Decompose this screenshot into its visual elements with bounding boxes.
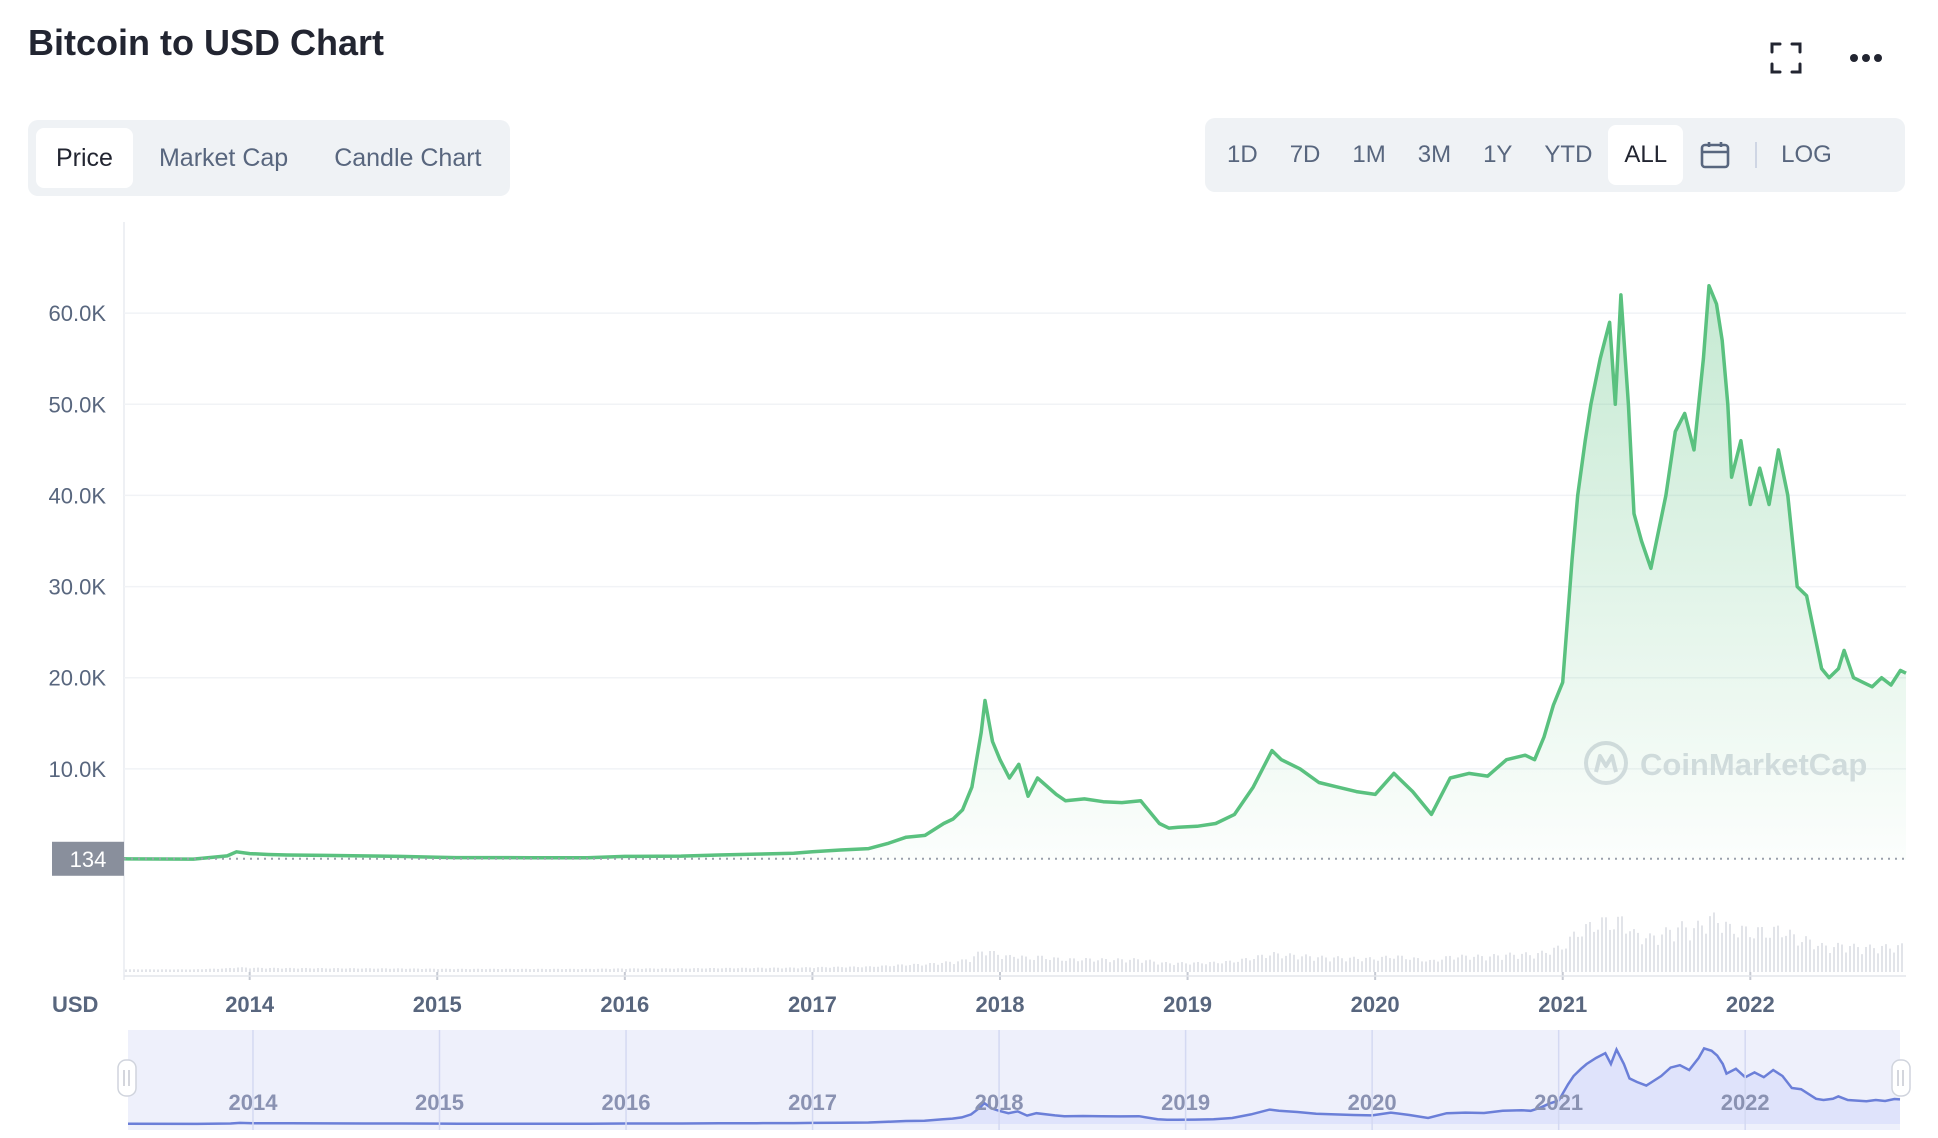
x-tick-label: 2017 [788, 992, 837, 1017]
time-range-selector: 1D 7D 1M 3M 1Y YTD ALL LOG [1205, 118, 1905, 192]
page-title: Bitcoin to USD Chart [28, 22, 384, 63]
range-1m[interactable]: 1M [1352, 141, 1386, 168]
more-options-icon[interactable] [1844, 36, 1888, 80]
log-scale-toggle[interactable]: LOG [1781, 141, 1832, 168]
y-tick-label: 30.0K [49, 575, 107, 600]
calendar-icon[interactable] [1683, 125, 1747, 185]
x-tick-label: 2014 [225, 992, 275, 1017]
tab-market-cap[interactable]: Market Cap [158, 143, 289, 172]
price-line [123, 284, 1907, 861]
y-tick-label: 10.0K [49, 757, 107, 782]
tab-candle-chart[interactable]: Candle Chart [334, 143, 482, 172]
navigator-tick-label: 2016 [602, 1090, 651, 1115]
chart-type-tabs: Price Market Cap Candle Chart [28, 120, 510, 196]
x-tick-label: 2020 [1351, 992, 1400, 1017]
navigator-right-handle[interactable] [1891, 1059, 1911, 1097]
x-tick-label: 2019 [1163, 992, 1212, 1017]
navigator-tick-label: 2017 [788, 1090, 837, 1115]
range-1y[interactable]: 1Y [1483, 141, 1513, 168]
navigator-tick-label: 2014 [228, 1090, 278, 1115]
x-tick-label: 2022 [1726, 992, 1775, 1017]
range-3m[interactable]: 3M [1417, 141, 1452, 168]
x-tick-label: 2018 [976, 992, 1025, 1017]
navigator-tick-label: 2019 [1161, 1090, 1210, 1115]
current-price-label: 134 [52, 841, 124, 876]
x-tick-label: 2016 [600, 992, 649, 1017]
watermark: CoinMarketCap [1584, 741, 1867, 785]
tab-price[interactable]: Price [36, 128, 133, 188]
range-divider [1755, 142, 1758, 168]
y-tick-label: 60.0K [49, 301, 107, 326]
navigator-left-handle[interactable] [117, 1059, 137, 1097]
y-tick-label: 50.0K [49, 392, 107, 417]
x-tick-label: 2015 [413, 992, 462, 1017]
navigator-tick-label: 2018 [975, 1090, 1024, 1115]
x-tick-label: 2021 [1538, 992, 1587, 1017]
navigator-tick-label: 2022 [1721, 1090, 1770, 1115]
svg-text:134: 134 [70, 847, 107, 872]
currency-label: USD [52, 992, 98, 1017]
y-tick-label: 20.0K [49, 666, 107, 691]
range-ytd[interactable]: YTD [1544, 141, 1593, 168]
range-1d[interactable]: 1D [1227, 141, 1258, 168]
navigator-tick-label: 2021 [1534, 1090, 1583, 1115]
range-7d[interactable]: 7D [1289, 141, 1321, 168]
watermark-text: CoinMarketCap [1640, 747, 1867, 782]
range-all[interactable]: ALL [1608, 125, 1684, 185]
navigator-tick-label: 2020 [1348, 1090, 1397, 1115]
navigator-tick-label: 2015 [415, 1090, 464, 1115]
price-area [124, 285, 1906, 860]
range-navigator[interactable]: 2014 2015 2016 2017 2018 2019 2020 2021 2022 [117, 1030, 1911, 1130]
fullscreen-icon[interactable] [1764, 36, 1808, 80]
y-tick-label: 40.0K [49, 483, 107, 508]
